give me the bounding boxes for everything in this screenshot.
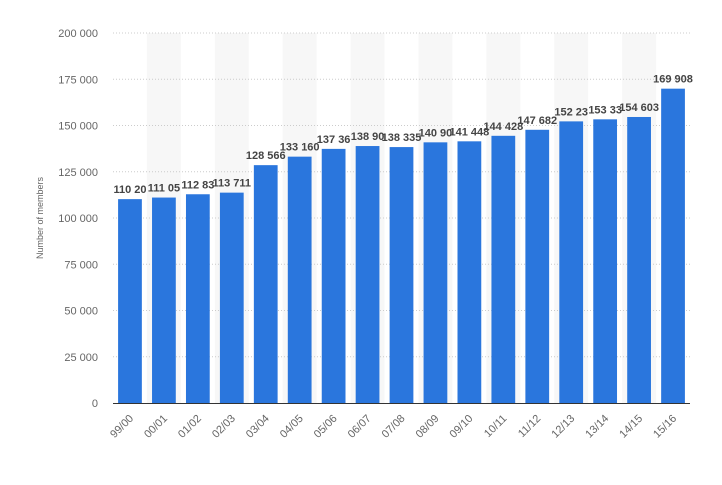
data-label: 110 20: [113, 184, 146, 196]
x-axis-ticks: 99/00 00/01 01/02 02/03 03/04 04/05 05/06 06/07…: [108, 413, 679, 441]
x-tick-label: 06/07: [346, 413, 374, 441]
data-label: 138 90: [351, 131, 385, 143]
y-tick-label: 100 000: [58, 213, 98, 225]
y-tick-label: 75 000: [64, 259, 98, 271]
bar[interactable]: [185, 194, 210, 403]
bar[interactable]: [491, 135, 516, 403]
data-label: 137 36: [317, 134, 351, 146]
bar[interactable]: [661, 88, 685, 403]
data-label: 128 566: [246, 150, 286, 162]
y-axis-title: Number of members: [35, 176, 45, 259]
y-tick-label: 150 000: [58, 121, 98, 133]
data-label: 141 448: [449, 126, 489, 138]
data-label: 113 711: [213, 178, 252, 190]
bar[interactable]: [118, 199, 142, 403]
data-label: 154 603: [619, 102, 659, 114]
x-tick-label: 11/12: [516, 413, 543, 440]
x-tick-label: 12/13: [549, 413, 577, 441]
y-tick-label: 50 000: [64, 306, 98, 318]
bar[interactable]: [423, 142, 448, 403]
y-tick-label: 200 000: [58, 28, 98, 40]
data-label: 133 160: [280, 142, 320, 154]
x-tick-label: 00/01: [142, 413, 170, 441]
x-tick-label: 99/00: [108, 413, 136, 441]
bar[interactable]: [219, 192, 244, 403]
y-axis-ticks: 0 25 000 50 000 75 000 100 000 125 000 150 000…: [58, 28, 98, 410]
data-label: 138 335: [382, 132, 422, 144]
data-label: 147 682: [517, 115, 557, 127]
y-tick-label: 0: [92, 398, 98, 410]
bar[interactable]: [152, 197, 176, 403]
x-tick-label: 10/11: [482, 413, 509, 440]
data-label: 169 908: [653, 74, 693, 86]
x-tick-label: 07/08: [380, 413, 408, 441]
bar[interactable]: [525, 129, 550, 403]
data-label: 111 05: [148, 183, 180, 195]
bar[interactable]: [593, 119, 618, 403]
y-tick-label: 125 000: [58, 167, 98, 179]
x-tick-label: 13/14: [583, 413, 611, 441]
bar[interactable]: [559, 121, 584, 403]
bar[interactable]: [287, 156, 312, 403]
x-tick-label: 08/09: [414, 413, 442, 441]
bar[interactable]: [389, 147, 414, 403]
x-tick-label: 02/03: [210, 413, 238, 441]
x-tick-label: 03/04: [244, 413, 272, 441]
bar[interactable]: [321, 148, 346, 403]
data-label: 152 23: [554, 106, 588, 118]
bar[interactable]: [457, 141, 482, 403]
x-tick-label: 01/02: [176, 413, 204, 441]
bar[interactable]: [253, 165, 278, 403]
bars: [118, 88, 685, 404]
data-label: 112 83: [181, 179, 214, 191]
y-tick-label: 175 000: [58, 74, 98, 86]
data-label: 144 428: [483, 121, 523, 133]
y-tick-label: 25 000: [64, 352, 98, 364]
x-tick-label: 14/15: [617, 413, 645, 441]
data-label: 153 33: [588, 104, 622, 116]
x-tick-label: 09/10: [448, 413, 476, 441]
x-tick-label: 15/16: [651, 413, 679, 441]
x-tick-label: 05/06: [312, 413, 340, 441]
x-tick-label: 04/05: [278, 413, 306, 441]
bar[interactable]: [355, 146, 380, 403]
data-label: 140 90: [419, 127, 453, 139]
bar[interactable]: [627, 116, 651, 404]
